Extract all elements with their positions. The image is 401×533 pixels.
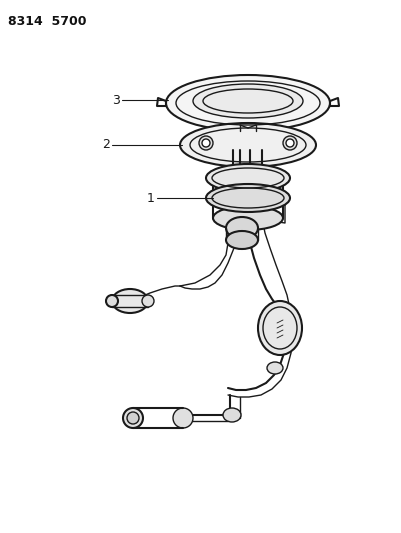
Ellipse shape [180,123,316,167]
Ellipse shape [213,206,283,230]
Ellipse shape [173,408,193,428]
Ellipse shape [106,295,118,307]
Ellipse shape [223,408,241,422]
Ellipse shape [123,408,143,428]
Ellipse shape [258,301,302,355]
Text: 2: 2 [102,139,110,151]
Ellipse shape [206,184,290,212]
Ellipse shape [142,295,154,307]
Ellipse shape [202,139,210,147]
Ellipse shape [112,289,148,313]
Ellipse shape [206,164,290,192]
Ellipse shape [226,217,258,239]
Ellipse shape [283,136,297,150]
Ellipse shape [199,136,213,150]
Text: 1: 1 [147,191,155,205]
Ellipse shape [193,84,303,118]
Text: 8314  5700: 8314 5700 [8,15,87,28]
Ellipse shape [166,75,330,131]
Text: 3: 3 [112,93,120,107]
Ellipse shape [286,139,294,147]
Ellipse shape [127,412,139,424]
Ellipse shape [267,362,283,374]
Ellipse shape [226,231,258,249]
